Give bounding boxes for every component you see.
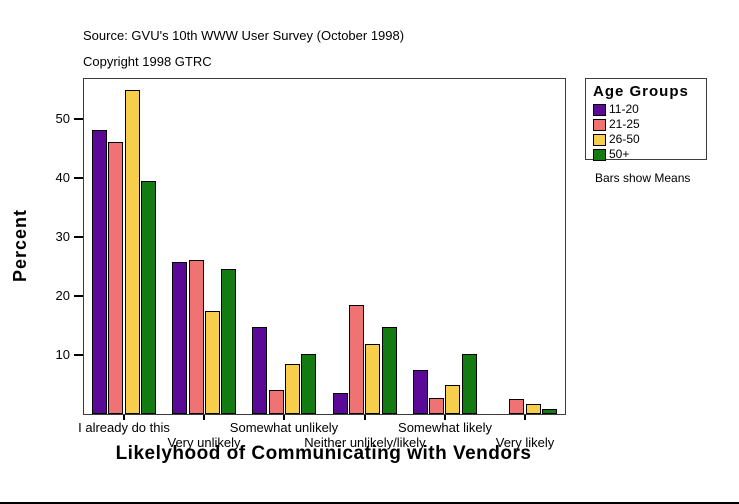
x-tick — [123, 415, 125, 420]
bar-11-20-c2 — [252, 327, 267, 414]
x-tick — [444, 415, 446, 420]
y-tick-label: 10 — [55, 347, 70, 362]
x-category-label: I already do this — [78, 420, 170, 435]
bar-50--c1 — [221, 269, 236, 414]
bar-11-20-c4 — [413, 370, 428, 414]
legend-item-label: 26-50 — [609, 132, 640, 146]
bar-21-25-c5 — [509, 399, 524, 414]
legend-note: Bars show Means — [595, 171, 691, 185]
legend-item-label: 21-25 — [609, 117, 640, 131]
y-axis-label: Percent — [10, 208, 31, 283]
bar-50--c3 — [382, 327, 397, 414]
bar-11-20-c1 — [172, 262, 187, 414]
bar-21-25-c1 — [189, 260, 204, 414]
legend-title: Age Groups — [593, 83, 689, 100]
legend-items: 11-20 21-25 26-50 50+ — [593, 102, 706, 162]
legend-box: Age Groups 11-20 21-25 26-50 50+ — [585, 78, 707, 162]
y-tick — [74, 236, 83, 238]
bar-50--c0 — [141, 181, 156, 414]
x-tick — [364, 415, 366, 420]
x-category-label: Somewhat unlikely — [229, 420, 339, 435]
x-category-label: Very unlikely — [167, 435, 241, 450]
legend-item-26-50: 26-50 — [593, 132, 706, 147]
copyright-text: Copyright 1998 GTRC — [83, 54, 212, 69]
y-tick — [74, 354, 83, 356]
bar-26-50-c1 — [205, 311, 220, 414]
bar-26-50-c3 — [365, 344, 380, 414]
legend-item-50-: 50+ — [593, 147, 706, 162]
y-tick — [74, 177, 83, 179]
plot-area — [83, 78, 566, 415]
bar-21-25-c3 — [349, 305, 364, 414]
y-axis-label-wrap: Percent — [6, 78, 36, 413]
chart-title: Likelyhood of Communicating with Vendors — [115, 443, 532, 464]
bar-26-50-c4 — [445, 385, 460, 414]
bar-50--c4 — [462, 354, 477, 414]
bar-21-25-c2 — [269, 390, 284, 414]
legend-item-label: 50+ — [609, 147, 630, 161]
bar-21-25-c4 — [429, 398, 444, 414]
bar-26-50-c5 — [526, 404, 541, 414]
bar-26-50-c2 — [285, 364, 300, 414]
legend-item-21-25: 21-25 — [593, 117, 706, 132]
source-text: Source: GVU's 10th WWW User Survey (Octo… — [83, 28, 405, 43]
legend-swatch-icon — [593, 118, 606, 131]
legend-item-11-20: 11-20 — [593, 102, 706, 117]
y-tick-label: 20 — [55, 288, 70, 303]
y-tick-label: 50 — [55, 111, 70, 126]
legend-swatch-icon — [593, 103, 606, 116]
bar-50--c5 — [542, 409, 557, 414]
x-category-label: Somewhat likely — [398, 420, 492, 435]
y-tick — [74, 118, 83, 120]
x-tick — [283, 415, 285, 420]
x-tick — [203, 415, 205, 420]
legend-item-label: 11-20 — [609, 102, 639, 116]
bar-26-50-c0 — [125, 90, 140, 414]
bar-21-25-c0 — [108, 142, 123, 414]
y-tick-label: 40 — [55, 170, 70, 185]
bar-11-20-c3 — [333, 393, 348, 414]
bar-11-20-c0 — [92, 130, 107, 414]
bar-50--c2 — [301, 354, 316, 414]
y-tick-label: 30 — [55, 229, 70, 244]
y-tick — [74, 295, 83, 297]
x-category-label: Very likely — [495, 435, 555, 450]
legend-swatch-icon — [593, 148, 606, 161]
legend-swatch-icon — [593, 133, 606, 146]
bottom-border — [0, 502, 739, 504]
x-tick — [524, 415, 526, 420]
x-category-label: Neither unlikely/likely — [304, 435, 426, 450]
